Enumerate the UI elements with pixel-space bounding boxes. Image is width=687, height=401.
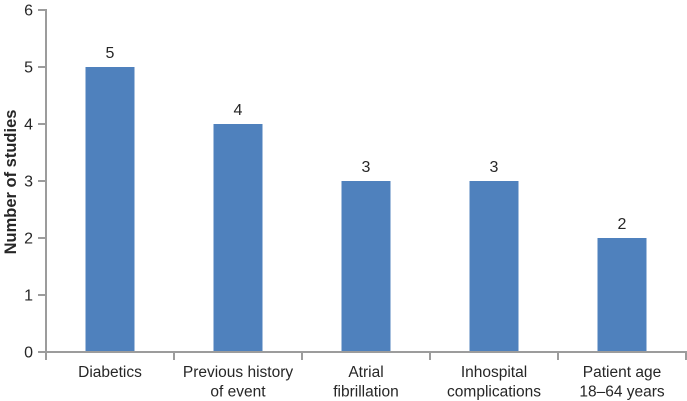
x-axis-category-label-line: Atrial	[348, 364, 383, 381]
x-axis-category-label-line: Diabetics	[78, 364, 142, 381]
bar-value-label: 2	[618, 216, 627, 233]
y-axis-tick-label: 5	[24, 60, 33, 77]
y-axis-title: Number of studies	[2, 110, 20, 255]
x-axis-category-label-line: Previous history	[183, 364, 294, 381]
x-axis-category-label-line: 18–64 years	[579, 384, 665, 401]
bar-value-label: 3	[490, 159, 499, 176]
x-axis-category-label-line: Inhospital	[461, 364, 527, 381]
bar-value-label: 4	[234, 102, 243, 119]
y-axis-tick-label: 2	[24, 231, 33, 248]
x-axis-category-label: Patient age 18–64 years	[579, 364, 665, 401]
y-axis-tick-label: 1	[24, 288, 33, 305]
x-axis-category-label: Atrial fibrillation	[333, 364, 398, 401]
x-axis-category-label-line: of event	[210, 384, 266, 401]
bar-value-label: 5	[106, 45, 115, 62]
x-axis-category-label: Inhospital complications	[447, 364, 541, 401]
y-axis-tick-label: 6	[24, 3, 33, 20]
x-axis-category-label-line: complications	[447, 384, 541, 401]
x-axis-category-label: Previous history of event	[183, 364, 294, 401]
x-axis-category-label-line: fibrillation	[333, 384, 398, 401]
bar	[85, 67, 135, 351]
x-axis-category-label-line: Patient age	[583, 364, 661, 381]
bar-value-label: 3	[362, 159, 371, 176]
y-axis-tick-label: 0	[24, 345, 33, 362]
y-axis-tick-label: 4	[24, 117, 33, 134]
bar	[469, 181, 519, 351]
y-axis-tick-label: 3	[24, 174, 33, 191]
x-axis-category-label: Diabetics	[78, 364, 142, 381]
bar	[213, 124, 263, 351]
bar	[341, 181, 391, 351]
bar	[597, 238, 647, 351]
